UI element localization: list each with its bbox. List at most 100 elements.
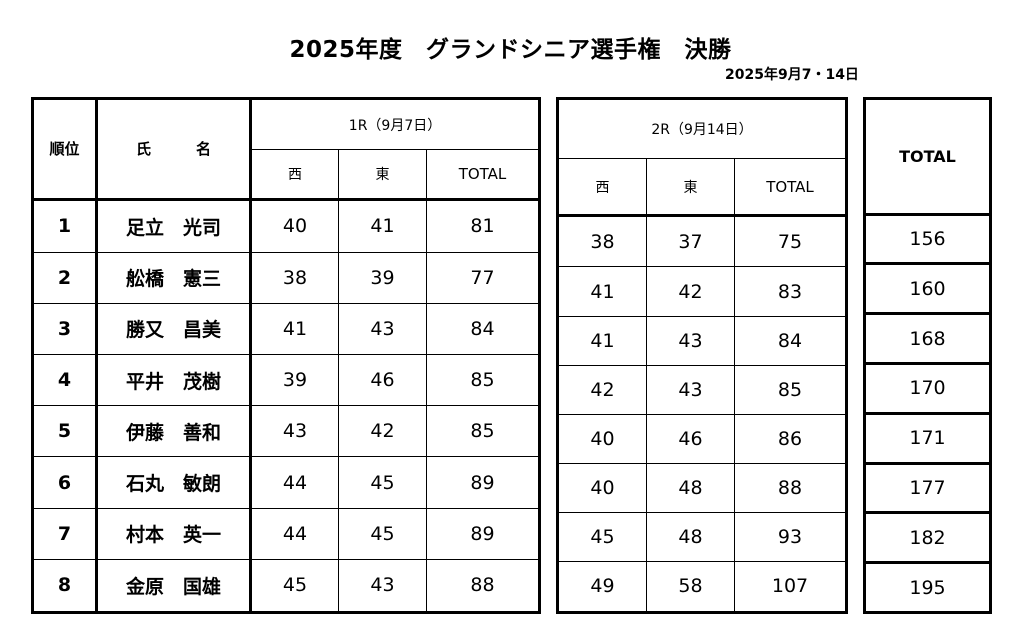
table-row: 8 金原 国雄 45 43 88 <box>32 559 540 613</box>
round2-east-cell: 48 <box>646 512 735 562</box>
player-name-cell: 舩橋 憲三 <box>96 252 252 304</box>
round2-west-cell: 40 <box>557 414 647 464</box>
grand-total-cell: 195 <box>863 561 992 614</box>
player-name-cell: 伊藤 善和 <box>96 405 252 458</box>
round1-east-header: 東 <box>338 149 427 201</box>
table-row: 4 平井 茂樹 39 46 85 <box>32 354 540 407</box>
grand-total-cell: 170 <box>863 361 992 415</box>
table-row: 182 <box>863 511 992 565</box>
grand-total-cell: 168 <box>863 312 992 365</box>
player-name-cell: 足立 光司 <box>96 199 252 253</box>
rank-cell: 4 <box>32 354 98 407</box>
round2-west-cell: 40 <box>557 463 647 513</box>
round2-west-cell: 41 <box>557 266 647 317</box>
round2-west-cell: 42 <box>557 365 647 415</box>
grand-total-cell: 156 <box>863 212 992 266</box>
table-row: 168 <box>863 312 992 365</box>
rank-cell: 6 <box>32 456 98 509</box>
round1-east-cell: 45 <box>338 456 427 509</box>
round2-total-cell: 107 <box>771 575 809 598</box>
round1-table: 順位 氏 名 1R（9月7日） 西 東 TOTAL 1 足立 光司 40 41 81 2 舩… <box>31 97 542 614</box>
page-title: 2025年度 グランドシニア選手権 決勝 <box>289 37 732 63</box>
rank-cell: 3 <box>32 303 98 356</box>
round1-east-cell: 39 <box>338 252 427 304</box>
table-row: 195 <box>863 561 992 614</box>
rank-cell: 2 <box>32 252 98 304</box>
round1-west-cell: 38 <box>250 252 339 304</box>
table-row: 5 伊藤 善和 43 42 85 <box>32 405 540 458</box>
round2-east-cell: 43 <box>646 316 735 366</box>
grand-total-cell: 160 <box>863 262 992 316</box>
round2-west-cell: 49 <box>557 561 647 613</box>
round1-west-cell: 39 <box>250 354 339 407</box>
round1-east-cell: 43 <box>338 303 427 356</box>
table-row: 41 42 83 <box>557 266 847 317</box>
grand-total-cell: 182 <box>863 511 992 565</box>
table-row: 160 <box>863 262 992 316</box>
round1-west-cell: 43 <box>250 405 339 458</box>
rank-cell: 7 <box>32 508 98 560</box>
round2-total-cell: 86 <box>734 414 847 464</box>
round1-header: 1R（9月7日） <box>250 98 540 151</box>
table-row: 177 <box>863 461 992 515</box>
round2-east-cell: 58 <box>646 561 735 613</box>
player-name-cell: 村本 英一 <box>96 508 252 560</box>
grand-total-header: TOTAL <box>863 97 992 216</box>
round2-east-cell: 46 <box>646 414 735 464</box>
table-row: 7 村本 英一 44 45 89 <box>32 508 540 560</box>
player-name-cell: 平井 茂樹 <box>96 354 252 407</box>
round2-total-header: TOTAL <box>734 158 847 218</box>
round1-east-cell: 46 <box>338 354 427 407</box>
round1-total-cell: 85 <box>426 405 540 458</box>
round1-total-cell: 88 <box>470 574 495 597</box>
table-row: 45 48 93 <box>557 512 847 562</box>
round2-total-cell: 83 <box>734 266 847 317</box>
round2-table: 2R（9月14日） 西 東 TOTAL 38 37 75 41 42 83 41 43 84 42… <box>556 97 849 614</box>
round2-total-cell: 93 <box>734 512 847 562</box>
round1-west-cell: 44 <box>250 508 339 560</box>
round2-header: 2R（9月14日） <box>557 98 847 159</box>
round2-east-cell: 48 <box>646 463 735 513</box>
grand-total-cell: 177 <box>863 461 992 515</box>
round1-west-cell: 45 <box>250 559 339 613</box>
round1-east-cell: 45 <box>338 508 427 560</box>
table-row: 3 勝又 昌美 41 43 84 <box>32 303 540 356</box>
player-name-cell: 石丸 敏朗 <box>96 456 252 509</box>
round1-total-cell: 77 <box>426 252 540 304</box>
round1-total-cell: 89 <box>426 508 540 560</box>
round2-east-header: 東 <box>646 158 735 218</box>
rank-cell: 1 <box>32 199 98 253</box>
table-row: 41 43 84 <box>557 316 847 366</box>
rank-header: 順位 <box>32 98 98 201</box>
round2-west-cell: 45 <box>557 512 647 562</box>
grand-total-cell: 171 <box>863 411 992 465</box>
round2-east-cell: 43 <box>646 365 735 415</box>
round1-total-cell: 85 <box>426 354 540 407</box>
round1-total-cell: 84 <box>426 303 540 356</box>
event-date: 2025年9月7・14日 <box>725 67 859 83</box>
table-row: 42 43 85 <box>557 365 847 415</box>
grand-total-table: TOTAL 156 160 168 170 171 177 182 195 <box>863 97 992 614</box>
round2-total-cell: 75 <box>734 215 847 268</box>
rank-cell: 8 <box>32 559 98 613</box>
round2-west-cell: 38 <box>557 215 647 268</box>
table-row: 1 足立 光司 40 41 81 <box>32 199 540 253</box>
round2-west-cell: 41 <box>557 316 647 366</box>
round2-west-header: 西 <box>557 158 647 218</box>
player-name-cell: 勝又 昌美 <box>96 303 252 356</box>
table-row: 38 37 75 <box>557 215 847 268</box>
round1-west-cell: 41 <box>250 303 339 356</box>
round2-total-cell: 84 <box>734 316 847 366</box>
rank-cell: 5 <box>32 405 98 458</box>
round2-east-cell: 37 <box>646 215 735 268</box>
table-row: 40 48 88 <box>557 463 847 513</box>
table-row: 6 石丸 敏朗 44 45 89 <box>32 456 540 509</box>
round1-east-cell: 42 <box>338 405 427 458</box>
table-row: 156 <box>863 212 992 266</box>
round2-total-cell: 88 <box>734 463 847 513</box>
name-header: 氏 名 <box>96 98 252 201</box>
round1-west-cell: 40 <box>250 199 339 253</box>
round2-east-cell: 42 <box>646 266 735 317</box>
table-row: 40 46 86 <box>557 414 847 464</box>
round1-east-cell: 41 <box>338 199 427 253</box>
